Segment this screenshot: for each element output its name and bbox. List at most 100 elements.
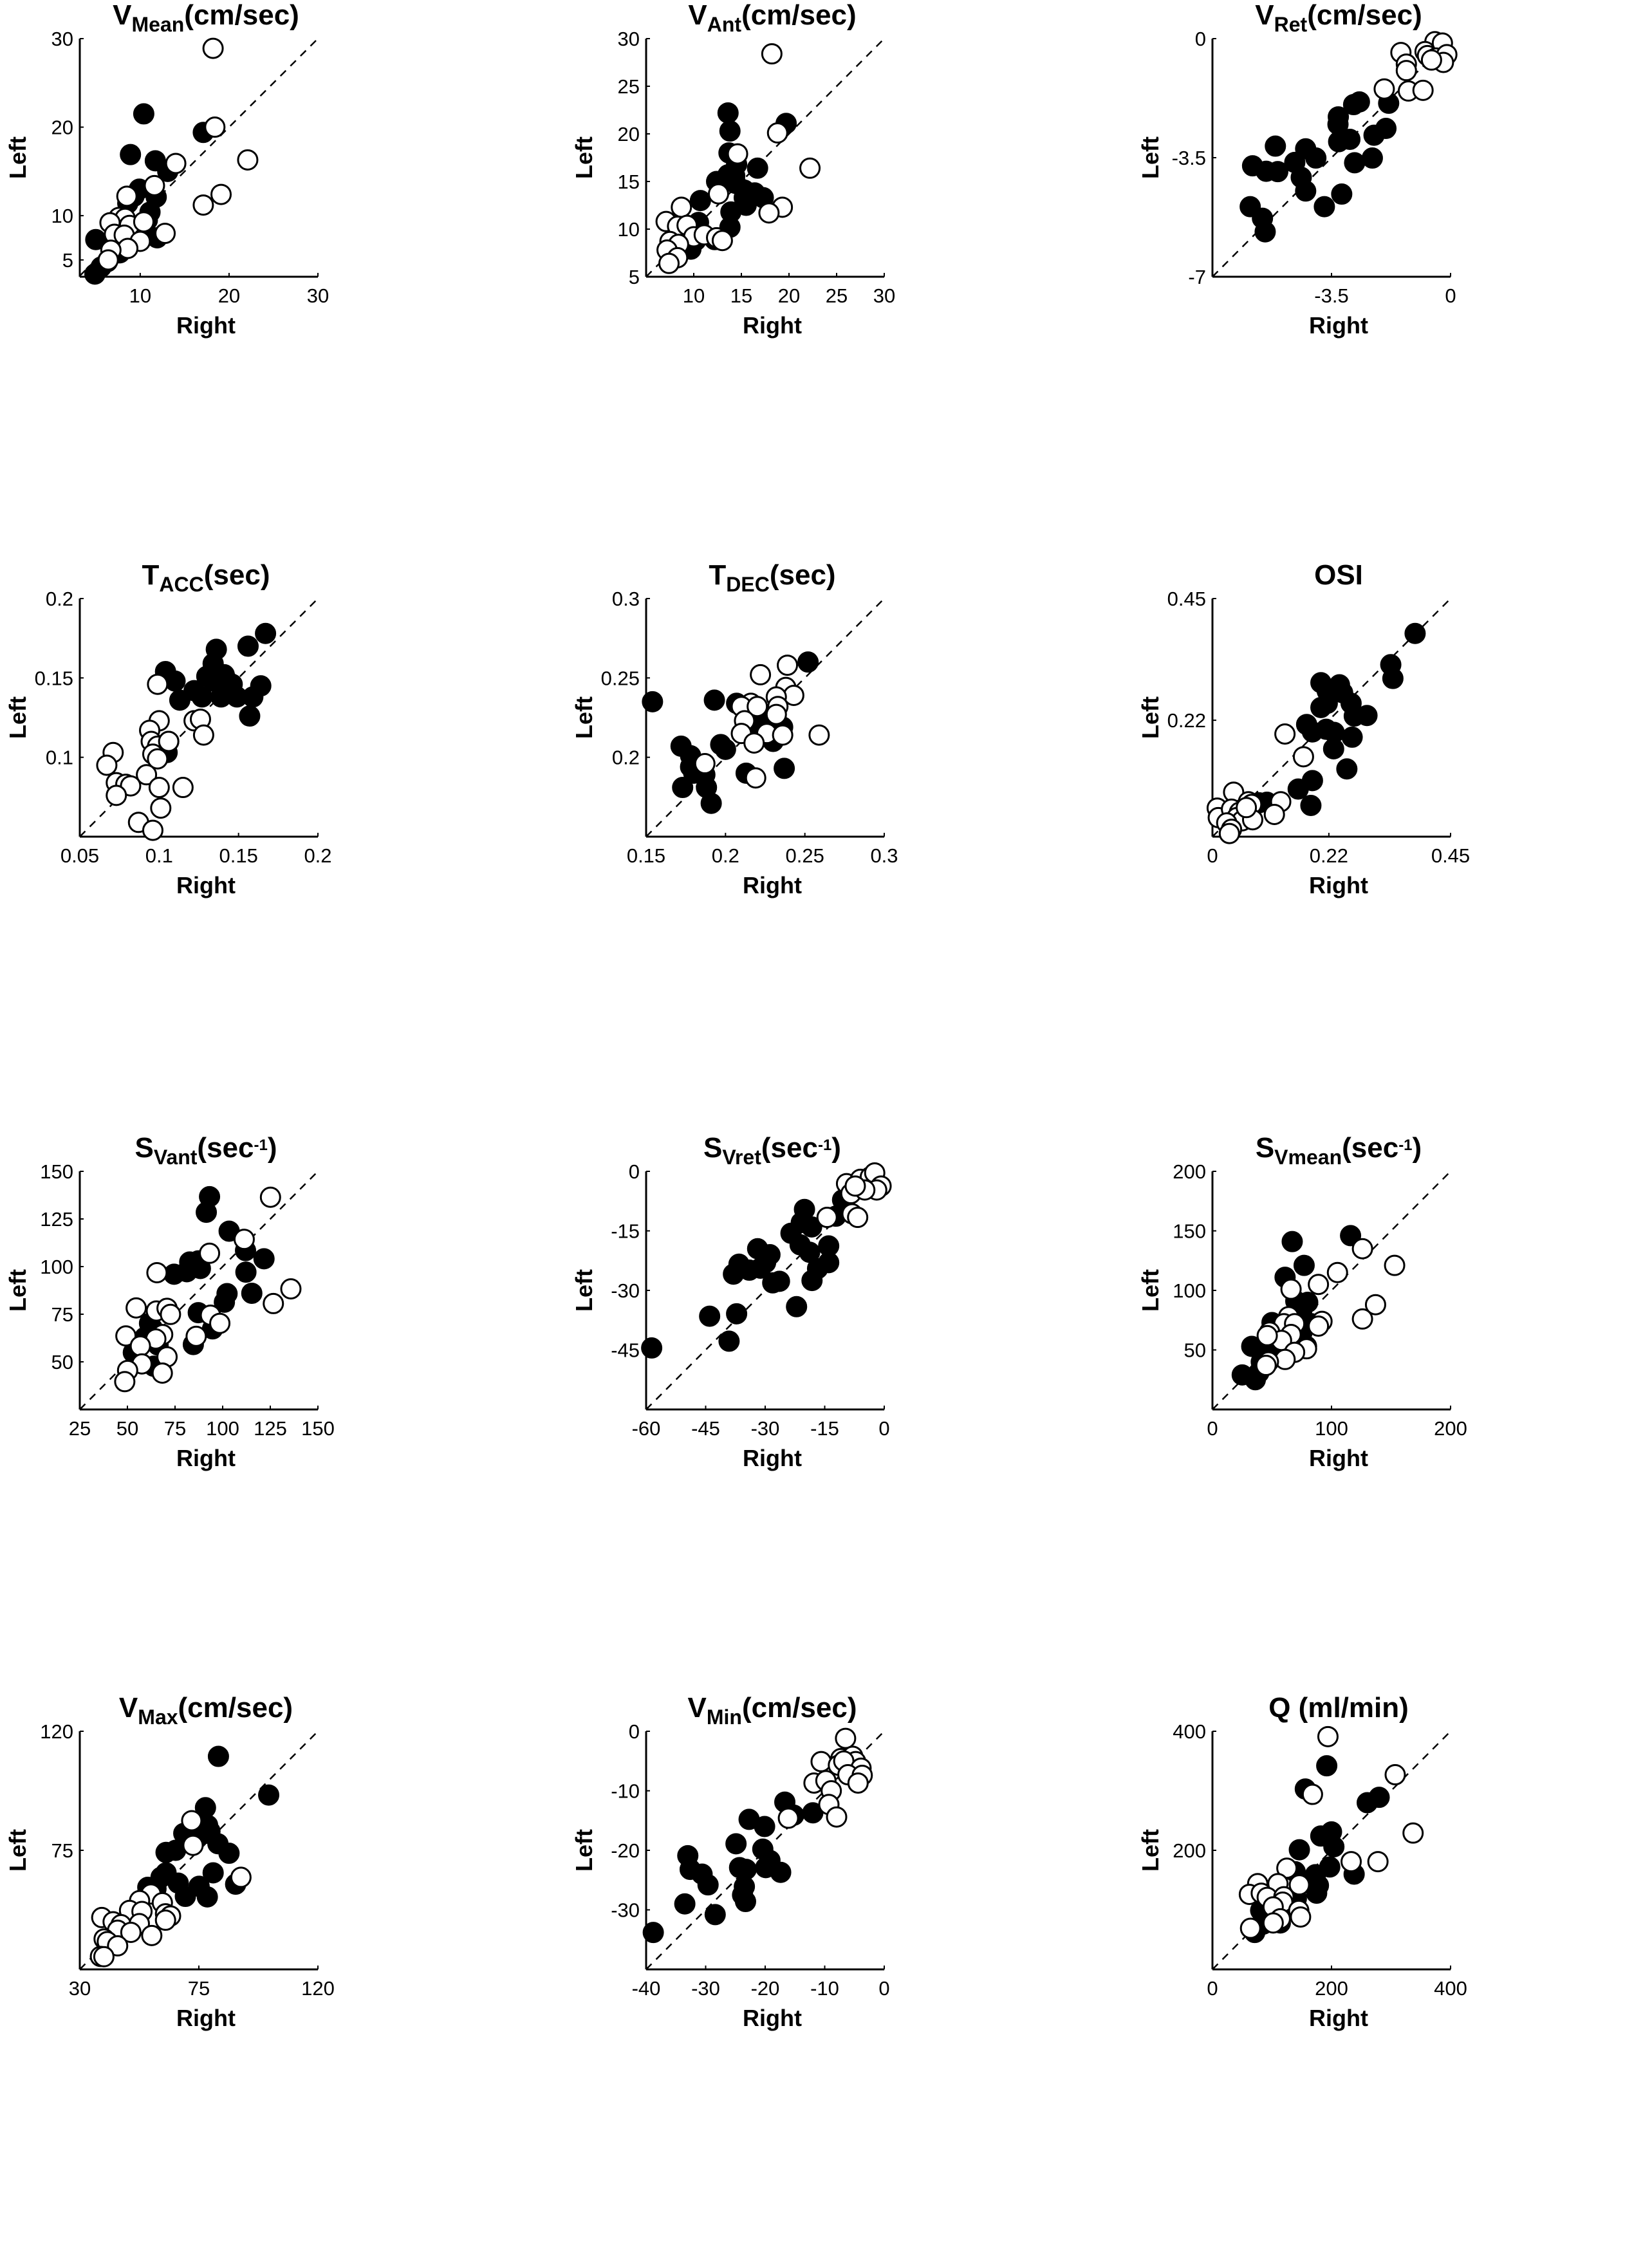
filled-point (242, 686, 264, 708)
open-point (707, 183, 729, 205)
scatter-plot: VRet(cm/sec) -3.5 0 -7 -3.5 0 Right Left (1137, 0, 1458, 339)
y-axis-label: Left (571, 1269, 597, 1312)
chart-title: VAnt(cm/sec) (688, 0, 856, 36)
title-part: OSI (1314, 560, 1363, 591)
filled-point (689, 190, 711, 212)
filled-point (774, 758, 795, 779)
filled-point (202, 1862, 224, 1884)
title-part: (sec (197, 1133, 254, 1164)
filled-point (253, 1248, 275, 1270)
open-point (202, 37, 224, 59)
x-axis-label: Right (743, 1445, 802, 1471)
y-tick-label: -30 (611, 1899, 640, 1922)
open-point (758, 202, 780, 224)
open-point (1395, 60, 1417, 82)
y-tick-label: 0 (629, 1160, 640, 1183)
y-axis-label: Left (1137, 696, 1164, 739)
y-tick-label: 0.15 (35, 667, 73, 689)
title-part: T (709, 560, 726, 591)
y-tick-label: 0.22 (1167, 709, 1206, 732)
filled-point (754, 1816, 775, 1837)
filled-point (218, 1843, 240, 1864)
filled-point (1331, 183, 1353, 205)
filled-point (725, 1833, 747, 1855)
open-point (1308, 1315, 1330, 1337)
open-point (1301, 1783, 1323, 1805)
x-tick-label: -3.5 (1314, 284, 1348, 307)
open-point (199, 1242, 221, 1264)
filled-point (196, 1886, 218, 1908)
open-point (1420, 49, 1442, 71)
title-part: ) (831, 1133, 841, 1164)
x-tick-label: 150 (301, 1417, 335, 1440)
open-point (147, 673, 169, 695)
y-tick-label: 5 (62, 249, 73, 272)
y-axis-label: Left (1137, 1829, 1164, 1872)
x-tick-label: 75 (164, 1417, 186, 1440)
y-tick-label: 125 (40, 1208, 73, 1231)
chart-title: OSI (1314, 560, 1363, 591)
title-part: (cm/sec) (741, 0, 857, 31)
y-tick-label: -30 (611, 1279, 640, 1302)
filled-point (1404, 622, 1426, 644)
filled-point (207, 1745, 229, 1767)
x-tick-label: 0.3 (870, 844, 898, 867)
open-point (160, 1303, 181, 1325)
x-tick-label: -30 (691, 1977, 720, 2000)
filled-point (1348, 91, 1370, 113)
open-point (151, 1362, 173, 1384)
x-tick-label: -45 (691, 1417, 720, 1440)
y-axis-label: Left (5, 136, 31, 179)
open-point (147, 748, 169, 770)
title-part: (sec) (204, 560, 270, 591)
scatter-panel-1: VMean(cm/sec) 10 20 30 5 10 20 30 Right Left (0, 0, 519, 560)
open-point (1256, 1325, 1278, 1346)
open-point (115, 1325, 137, 1347)
x-axis-label: Right (1309, 872, 1368, 898)
open-point (181, 1810, 203, 1832)
open-point (799, 157, 821, 179)
title-part: T (142, 560, 160, 591)
open-point (120, 1921, 142, 1943)
title-part: Q (1268, 1693, 1290, 1724)
title-part: (cm/sec) (178, 1693, 293, 1724)
x-tick-label: 0.05 (60, 844, 99, 867)
open-point (1290, 1906, 1312, 1928)
x-tick-label: 0.22 (1310, 844, 1348, 867)
open-point (185, 1325, 207, 1347)
filled-point (258, 1784, 280, 1806)
filled-point (241, 1282, 263, 1304)
y-tick-label: 200 (1173, 1160, 1206, 1183)
scatter-panel-4: TACC(sec) 0.05 0.1 0.15 0.2 0.1 0.15 0.2 Right Le… (0, 559, 519, 1120)
chart-title: TACC(sec) (142, 560, 270, 596)
filled-point (672, 777, 694, 799)
open-point (114, 1371, 136, 1393)
x-tick-label: -30 (751, 1417, 780, 1440)
x-tick-label: 30 (873, 284, 895, 307)
filled-point (734, 1891, 756, 1913)
open-point (97, 249, 119, 271)
y-tick-label: 0.2 (46, 588, 73, 610)
filled-point (699, 1305, 721, 1327)
open-point (1326, 1261, 1348, 1283)
scatter-panel-12: Q (ml/min) 0 200 400 200 400 Right Left (1133, 1692, 1651, 2253)
filled-point (174, 1886, 196, 1908)
filled-point (674, 1893, 696, 1915)
open-point (761, 43, 783, 65)
filled-point (786, 1296, 808, 1317)
open-point (1351, 1238, 1373, 1260)
open-point (1367, 1851, 1389, 1873)
title-part: Ant (707, 13, 742, 36)
title-part: Max (138, 1706, 178, 1729)
open-point (766, 122, 788, 144)
open-point (146, 1261, 168, 1283)
title-part: V (1255, 0, 1274, 31)
x-tick-label: 10 (683, 284, 705, 307)
y-axis-label: Left (571, 696, 597, 739)
filled-point (1281, 1231, 1303, 1252)
x-tick-label: 25 (69, 1417, 91, 1440)
open-point (1236, 797, 1258, 819)
filled-point (717, 102, 739, 124)
filled-point (1341, 726, 1363, 748)
open-point (125, 1297, 147, 1319)
